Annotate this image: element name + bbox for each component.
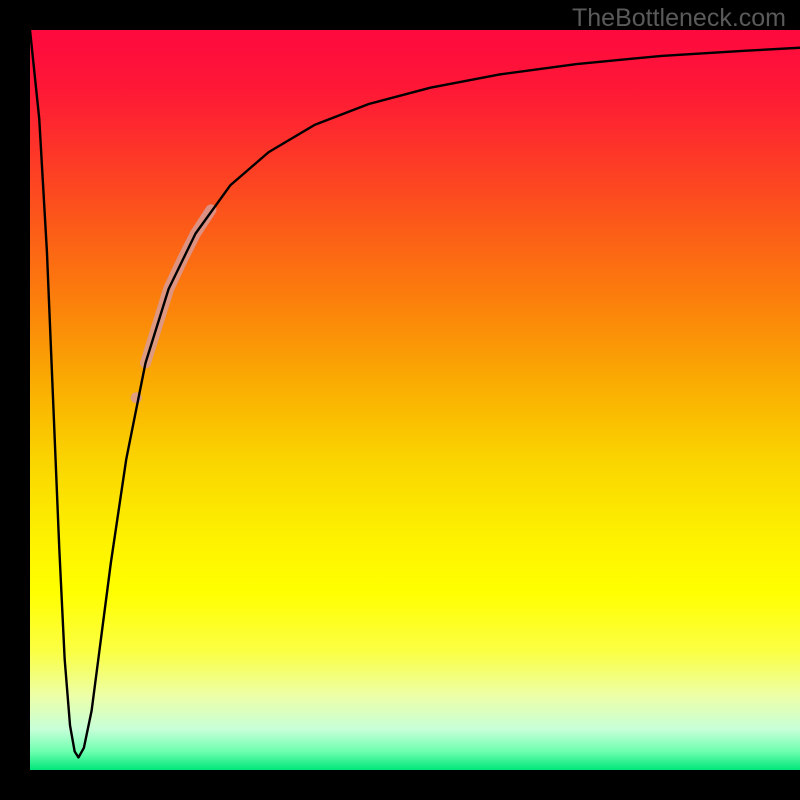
gradient-plot-area — [30, 30, 800, 770]
chart-container: TheBottleneck.com — [0, 0, 800, 800]
bottleneck-chart — [0, 0, 800, 800]
watermark-text: TheBottleneck.com — [572, 4, 786, 33]
